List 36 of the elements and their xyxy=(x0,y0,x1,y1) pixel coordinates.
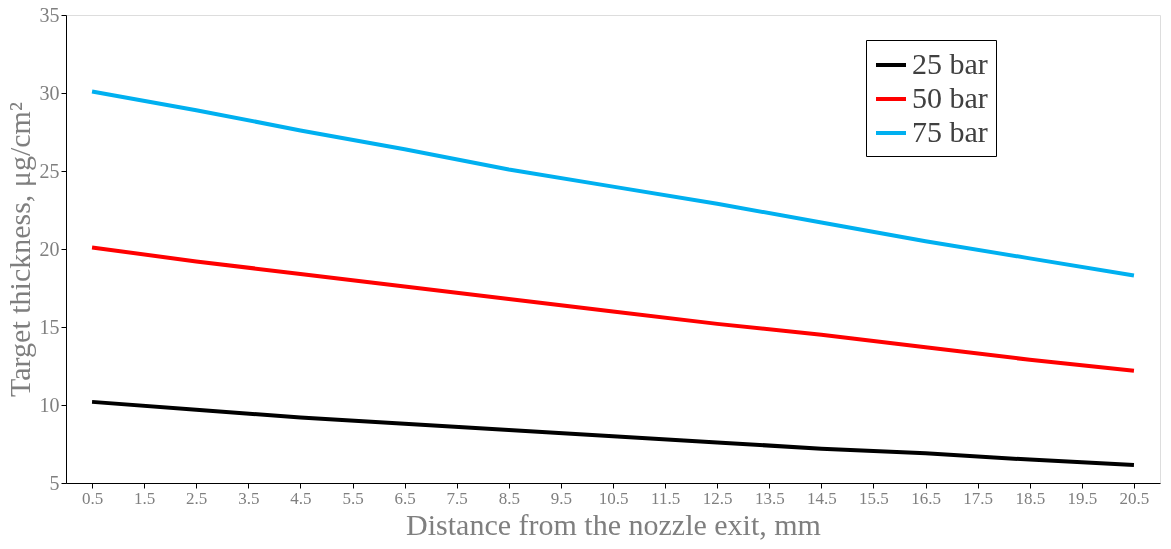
legend-label: 75 bar xyxy=(912,115,988,148)
x-tick-label: 9.5 xyxy=(550,488,573,508)
x-tick-label: 11.5 xyxy=(651,488,681,508)
x-tick-label: 5.5 xyxy=(342,488,364,508)
y-tick-label: 10 xyxy=(39,393,60,416)
line-series xyxy=(90,245,1136,373)
x-tick-label: 12.5 xyxy=(702,488,733,508)
x-tick-label: 15.5 xyxy=(859,488,889,508)
y-tick-label: 15 xyxy=(39,315,60,338)
y-tick-label: 20 xyxy=(39,237,60,260)
x-tick-label: 13.5 xyxy=(754,488,785,508)
x-tick-label: 18.5 xyxy=(1015,488,1046,508)
x-tick-label: 7.5 xyxy=(446,488,468,508)
x-axis-title: Distance from the nozzle exit, mm xyxy=(406,507,821,541)
y-tick-label: 5 xyxy=(49,471,60,494)
x-tick-label: 16.5 xyxy=(911,488,941,508)
x-tick-label: 1.5 xyxy=(134,488,156,508)
x-tick-label: 14.5 xyxy=(807,488,837,508)
x-tick-label: 19.5 xyxy=(1067,488,1098,508)
x-tick-label: 2.5 xyxy=(186,488,208,508)
x-tick-label: 0.5 xyxy=(81,488,104,508)
line-series xyxy=(90,89,1136,278)
line-series xyxy=(90,399,1136,468)
x-tick-label: 10.5 xyxy=(598,488,629,508)
x-tick-label: 8.5 xyxy=(498,488,520,508)
x-tick-label: 6.5 xyxy=(394,488,416,508)
x-tick-label: 4.5 xyxy=(290,488,312,508)
x-tick-label: 17.5 xyxy=(963,488,994,508)
x-tick-label: 3.5 xyxy=(238,488,260,508)
legend-label: 50 bar xyxy=(912,81,988,114)
legend-label: 25 bar xyxy=(912,47,988,80)
y-tick-label: 30 xyxy=(39,81,60,104)
y-tick-label: 35 xyxy=(39,3,60,26)
y-tick-label: 25 xyxy=(39,159,60,182)
x-tick-label: 20.5 xyxy=(1119,488,1150,508)
y-axis-title: Target thickness, μg/cm² xyxy=(2,102,36,397)
